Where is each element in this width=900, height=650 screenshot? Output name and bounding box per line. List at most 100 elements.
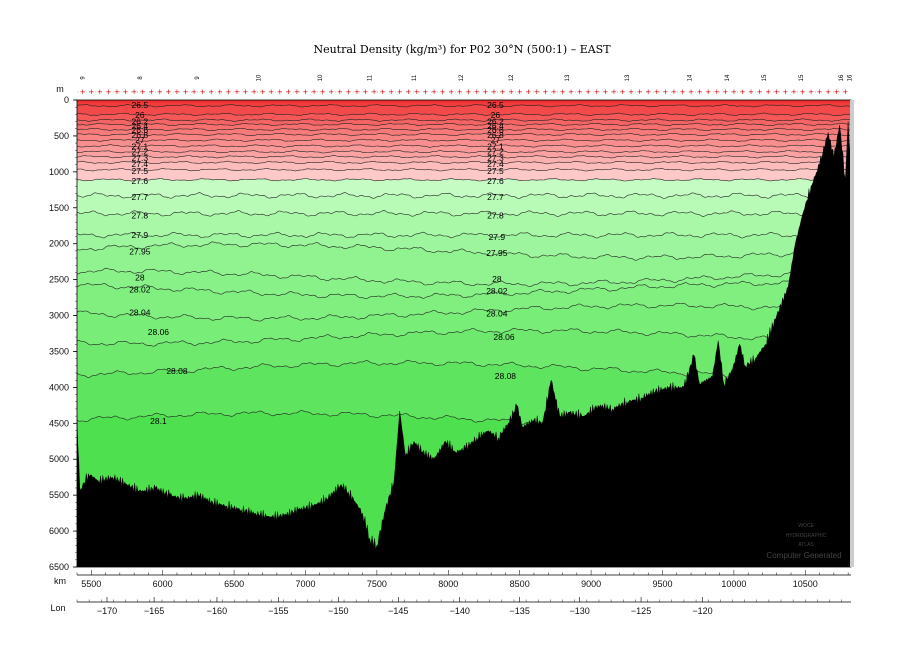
station-mark: +	[277, 88, 283, 96]
contour-label-left-27.9: 27.9	[132, 230, 149, 240]
station-mark: +	[234, 88, 240, 96]
station-number: 13	[565, 74, 571, 81]
station-mark: +	[165, 88, 171, 96]
contour-label-right-27.1: 27.1	[487, 142, 504, 152]
station-mark: +	[680, 88, 686, 96]
lon-tick-label: −125	[631, 606, 651, 616]
station-number: 8	[138, 76, 144, 80]
km-tick-label: 8000	[438, 579, 458, 589]
station-mark: +	[714, 88, 720, 96]
station-number: 15	[799, 74, 805, 81]
km-tick-label: 10500	[793, 579, 818, 589]
station-number: 14	[688, 74, 694, 81]
seafloor-bathymetry	[77, 121, 851, 567]
y-tick-label: 6000	[49, 526, 69, 536]
station-number: 15	[762, 74, 768, 81]
station-mark: +	[148, 88, 154, 96]
station-mark: +	[174, 88, 180, 96]
station-mark: +	[782, 88, 788, 96]
seafloor	[77, 121, 851, 567]
lon-label: Lon	[50, 603, 65, 613]
contour-label-left-28.06: 28.06	[148, 327, 170, 337]
station-mark: +	[662, 88, 668, 96]
station-mark: +	[294, 88, 300, 96]
contour-label-left-27: 27	[135, 135, 145, 145]
km-tick-label: 7000	[295, 579, 315, 589]
contour-line-27.6	[77, 178, 851, 182]
contour-label-left-27.2: 27.2	[132, 147, 149, 157]
contour-label-left-26.2: 26.2	[132, 117, 149, 127]
lon-tick-label: −165	[144, 606, 164, 616]
station-mark: +	[654, 88, 660, 96]
contour-label-left-28.1: 28.1	[150, 416, 167, 426]
contour-label-right-26.5: 26.5	[487, 100, 504, 110]
watermark-line-3: ATLAS	[798, 542, 814, 548]
contour-label-left-28.04: 28.04	[129, 308, 151, 318]
station-mark: +	[123, 88, 129, 96]
contour-line-28	[77, 267, 851, 288]
y-tick-label: 4000	[49, 382, 69, 392]
contour-line-26.6	[77, 127, 851, 131]
contour-label-left-27.7: 27.7	[132, 192, 149, 202]
station-number: 9	[81, 76, 87, 80]
y-tick-label: 5000	[49, 454, 69, 464]
contour-label-right-26.4: 26.4	[487, 121, 504, 131]
station-mark: +	[500, 88, 506, 96]
contour-label-left-27.5: 27.5	[132, 166, 149, 176]
contour-line-27.3	[77, 155, 851, 159]
contour-label-right-28.08: 28.08	[495, 371, 517, 381]
contour-label-left-28.08: 28.08	[166, 366, 188, 376]
contour-line-27.4	[77, 160, 851, 165]
station-mark: +	[208, 88, 214, 96]
watermark-line-2: HYDROGRAPHIC	[786, 533, 827, 539]
km-tick-label: 9000	[581, 579, 601, 589]
lon-tick-label: −140	[450, 606, 470, 616]
y-tick-label: 5500	[49, 490, 69, 500]
contour-label-left-28.02: 28.02	[129, 285, 151, 295]
y-tick-label: 6500	[49, 562, 69, 572]
contour-line-28.02	[77, 280, 851, 299]
contour-label-right-26: 26	[491, 110, 501, 120]
station-mark: +	[268, 88, 274, 96]
station-mark: +	[534, 88, 540, 96]
station-mark: +	[303, 88, 309, 96]
km-tick-label: 8500	[510, 579, 530, 589]
station-mark: +	[602, 88, 608, 96]
station-mark: +	[577, 88, 583, 96]
y-tick-label: 0	[64, 95, 69, 105]
station-mark: +	[397, 88, 403, 96]
contour-label-left-27.6: 27.6	[132, 176, 149, 186]
station-mark: +	[388, 88, 394, 96]
station-mark: +	[705, 88, 711, 96]
contour-label-left-26.4: 26.4	[132, 121, 149, 131]
station-mark: +	[474, 88, 480, 96]
station-mark: +	[748, 88, 754, 96]
contour-line-27.2	[77, 150, 851, 154]
station-mark: +	[328, 88, 334, 96]
station-mark: +	[774, 88, 780, 96]
station-mark: +	[808, 88, 814, 96]
contour-label-left-28: 28	[135, 272, 145, 282]
station-mark: +	[834, 88, 840, 96]
station-mark: +	[440, 88, 446, 96]
station-mark: +	[191, 88, 197, 96]
contour-label-right-27.8: 27.8	[487, 211, 504, 221]
contour-line-28.04	[77, 302, 851, 322]
station-mark: +	[243, 88, 249, 96]
station-mark: +	[671, 88, 677, 96]
lon-tick-label: −120	[692, 606, 712, 616]
station-mark: +	[620, 88, 626, 96]
contour-line-27.95	[77, 241, 851, 261]
station-mark: +	[405, 88, 411, 96]
x-unit-label: km	[54, 576, 66, 586]
right-edge-strip	[850, 100, 854, 567]
station-number: 14	[725, 74, 731, 81]
station-mark: +	[740, 88, 746, 96]
station-number: 11	[412, 74, 418, 81]
station-mark: +	[345, 88, 351, 96]
station-mark: +	[260, 88, 266, 96]
y-tick-label: 2000	[49, 239, 69, 249]
y-tick-label: 3000	[49, 311, 69, 321]
